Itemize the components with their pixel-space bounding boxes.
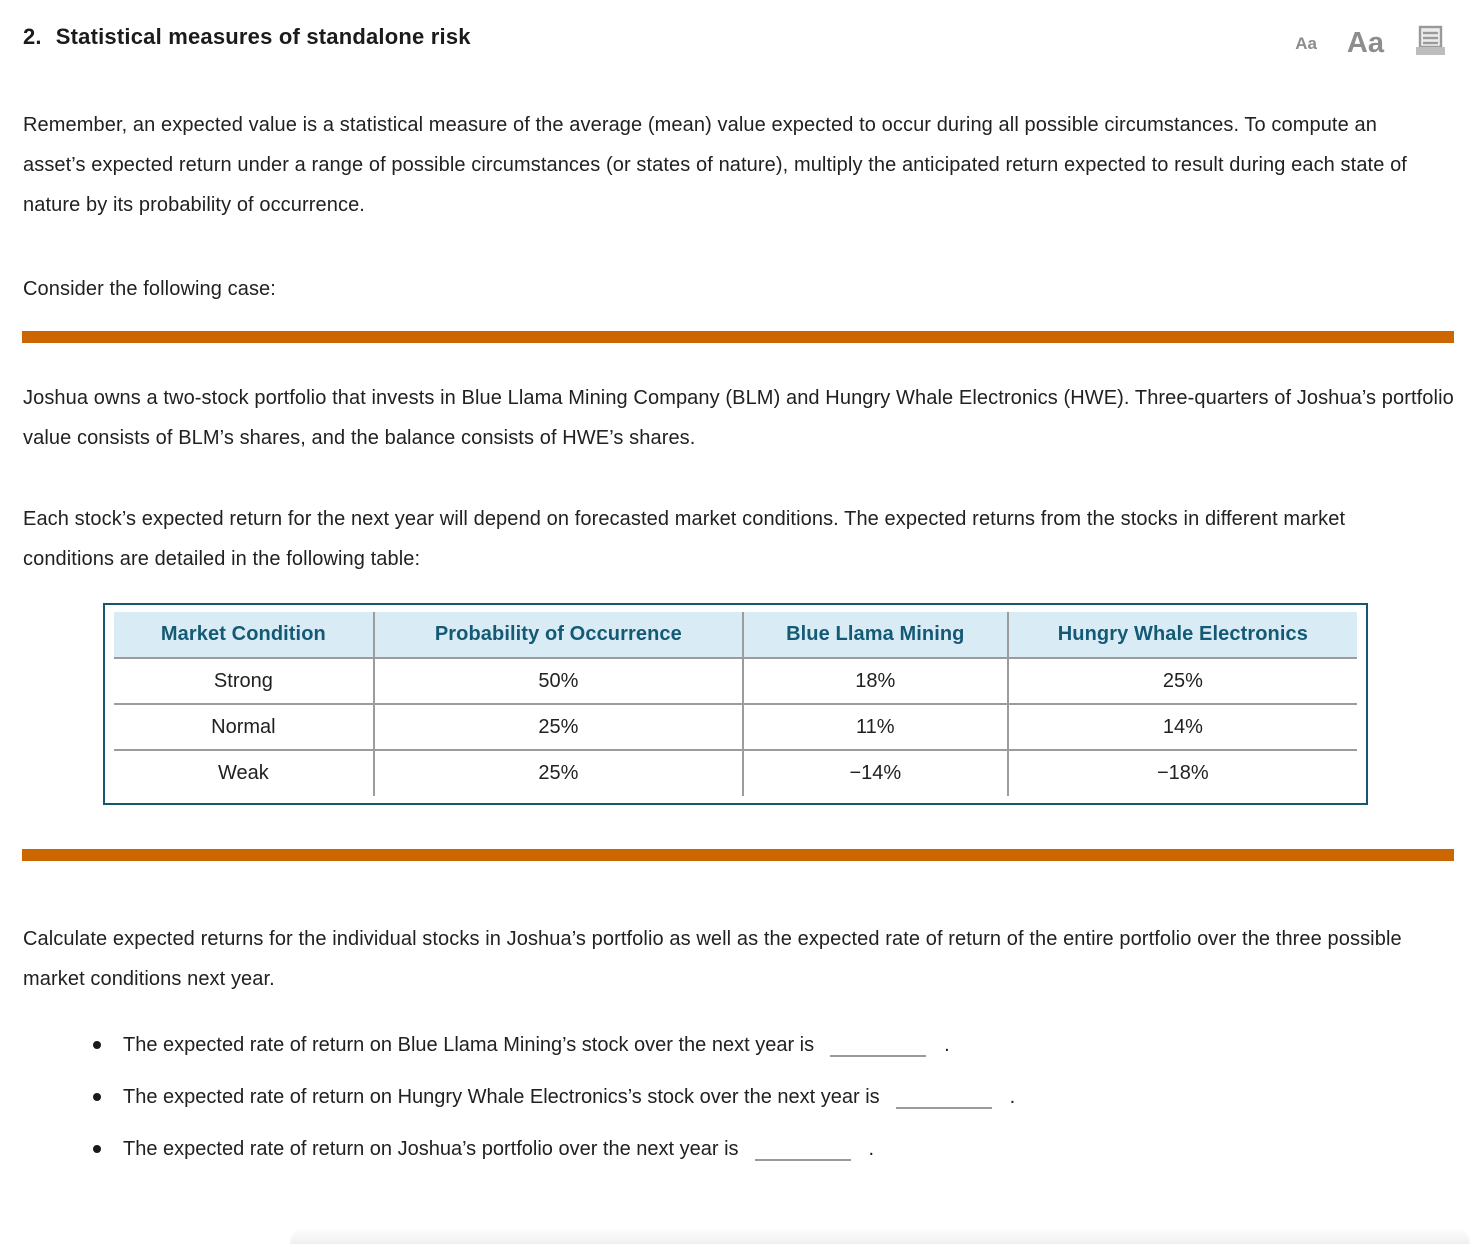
bullet-text: The expected rate of return on Joshua’s …	[123, 1138, 739, 1160]
cell-probability: 25%	[372, 750, 743, 796]
answer-bullet-list: The expected rate of return on Blue Llam…	[23, 1025, 1448, 1169]
cell-probability: 50%	[372, 658, 743, 705]
next-panel-edge	[290, 1227, 1470, 1244]
cell-blm-return: 18%	[741, 658, 1008, 705]
cell-hwe-return: 14%	[1006, 704, 1357, 751]
consider-case-text: Consider the following case:	[23, 278, 276, 300]
bullet-period: .	[868, 1138, 875, 1160]
question-number: 2.	[23, 24, 42, 49]
col-header-market-condition: Market Condition	[114, 612, 374, 659]
list-item-portfolio-answer: The expected rate of return on Joshua’s …	[23, 1129, 1448, 1169]
answer-blank-blm[interactable]	[830, 1031, 927, 1057]
expected-returns-table: Market Condition Probability of Occurren…	[103, 603, 1368, 805]
section-divider-top	[22, 331, 1454, 343]
bullet-icon	[93, 1041, 101, 1049]
case-paragraph-returns: Each stock’s expected return for the nex…	[23, 508, 1346, 570]
question-intro-paragraph: Calculate expected returns for the indiv…	[23, 928, 1402, 990]
cell-hwe-return: −18%	[1006, 750, 1357, 796]
increase-font-size-button[interactable]: Aa	[1346, 27, 1384, 59]
bullet-text: The expected rate of return on Blue Llam…	[123, 1034, 815, 1056]
table-row-strong: Strong 50% 18% 25%	[114, 658, 1357, 705]
bullet-icon	[93, 1093, 101, 1101]
page-title: 2. Statistical measures of standalone ris…	[23, 24, 471, 50]
decrease-font-size-button[interactable]: Aa	[1295, 33, 1317, 53]
list-item-hwe-answer: The expected rate of return on Hungry Wh…	[23, 1077, 1448, 1117]
table-header-row: Market Condition Probability of Occurren…	[114, 612, 1357, 659]
cell-condition: Normal	[114, 704, 374, 751]
page-header: 2. Statistical measures of standalone ris…	[23, 24, 1448, 63]
question-title-text: Statistical measures of standalone risk	[55, 24, 471, 49]
case-paragraph-portfolio: Joshua owns a two-stock portfolio that i…	[23, 387, 1454, 449]
answer-blank-portfolio[interactable]	[754, 1135, 851, 1161]
cell-probability: 25%	[372, 704, 743, 751]
cell-condition: Strong	[114, 658, 374, 705]
bullet-text: The expected rate of return on Hungry Wh…	[123, 1086, 880, 1108]
header-toolbar: Aa Aa	[1295, 24, 1448, 63]
col-header-probability: Probability of Occurrence	[372, 612, 743, 659]
table-row-weak: Weak 25% −14% −18%	[114, 750, 1357, 796]
answer-blank-hwe[interactable]	[895, 1083, 992, 1109]
intro-paragraph: Remember, an expected value is a statist…	[23, 114, 1407, 216]
col-header-blue-llama: Blue Llama Mining	[741, 612, 1008, 659]
print-icon[interactable]	[1414, 24, 1446, 63]
cell-condition: Weak	[218, 762, 269, 784]
list-item-blm-answer: The expected rate of return on Blue Llam…	[23, 1025, 1448, 1065]
bullet-icon	[93, 1145, 101, 1153]
table-row-normal: Normal 25% 11% 14%	[114, 704, 1357, 751]
col-header-hungry-whale: Hungry Whale Electronics	[1006, 612, 1357, 659]
bullet-period: .	[944, 1034, 950, 1056]
cell-blm-return: −14%	[741, 750, 1008, 796]
cell-blm-return: 11%	[741, 704, 1008, 751]
section-divider-bottom	[22, 849, 1454, 861]
bullet-period: .	[1009, 1086, 1016, 1108]
cell-hwe-return: 25%	[1006, 658, 1357, 705]
